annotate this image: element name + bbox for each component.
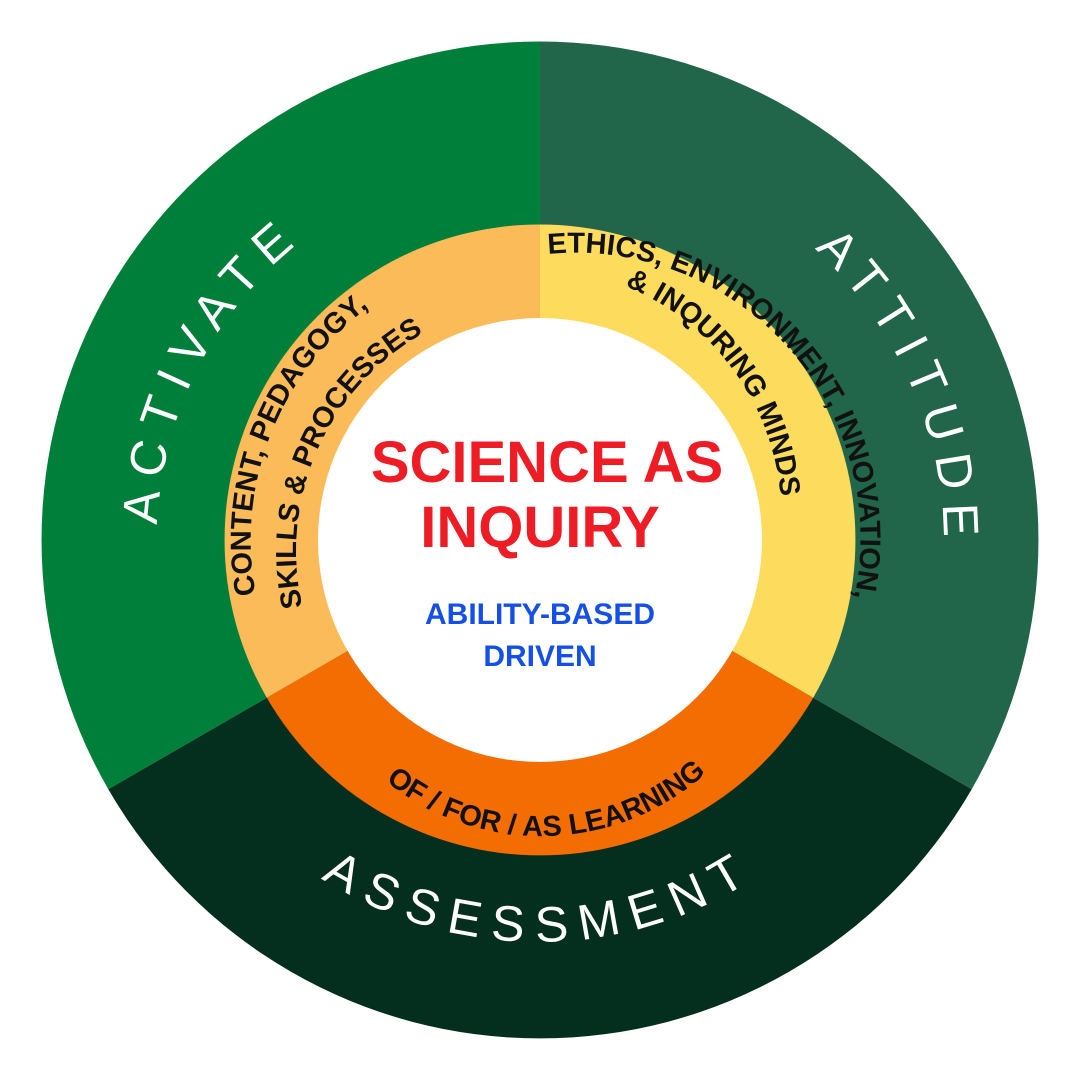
center-subtitle-line2: DRIVEN [483,640,596,673]
center-title-line1: SCIENCE AS [371,430,723,495]
center-subtitle-line1: ABILITY-BASED [425,598,655,631]
center-title-line2: INQUIRY [420,495,660,560]
center-circle [318,318,762,762]
